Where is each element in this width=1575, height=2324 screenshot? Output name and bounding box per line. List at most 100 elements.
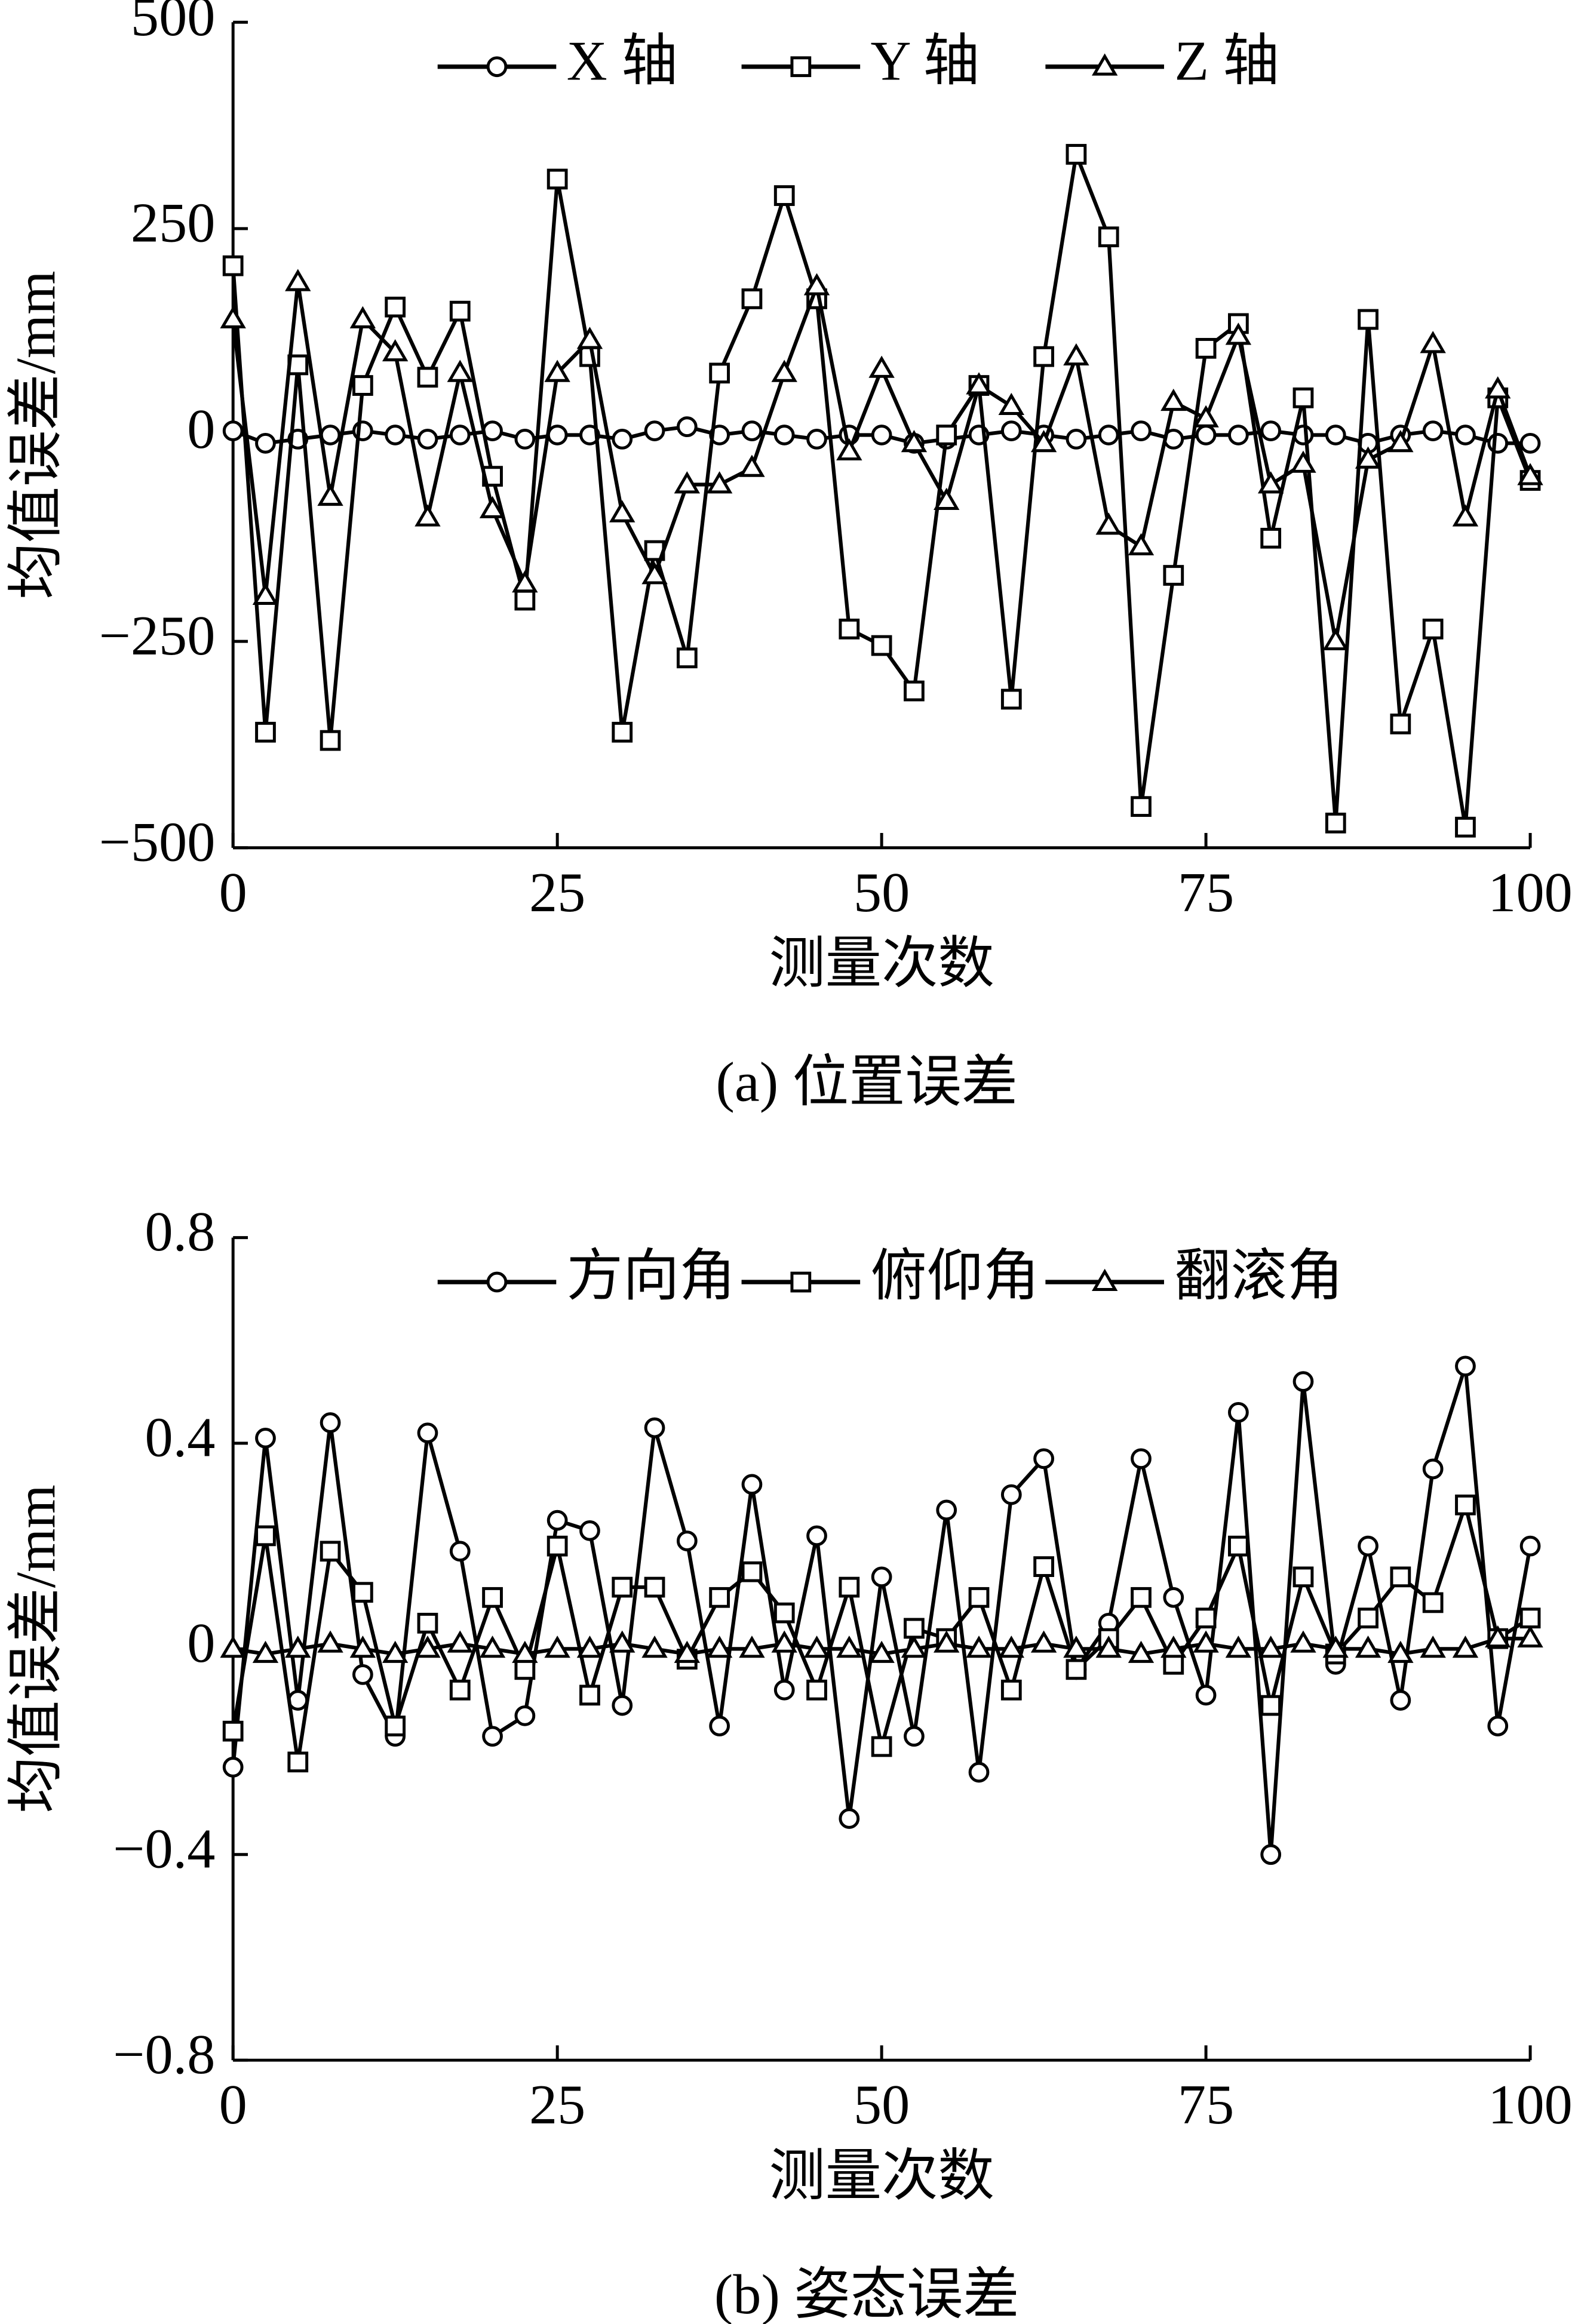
marker [512,570,538,593]
marker [968,1762,990,1783]
marker [806,1525,827,1547]
marker [741,420,763,441]
marker [1228,425,1249,445]
marker [1195,425,1217,445]
marker [1195,337,1217,359]
marker [773,1602,795,1624]
marker [901,1636,928,1658]
marker [934,1630,960,1653]
marker [839,619,860,640]
marker [1455,1494,1476,1515]
marker [1000,1679,1022,1701]
marker [773,185,795,206]
marker [936,425,957,445]
marker [449,1541,471,1562]
y-tick-label: 500 [131,0,215,48]
marker [255,1428,276,1449]
marker [1422,619,1444,640]
y-tick-label: 250 [131,192,215,254]
marker [1455,816,1476,838]
marker [220,306,246,328]
marker [1000,1484,1022,1505]
y-tick-label: −250 [99,605,216,667]
marker [676,1530,698,1551]
marker [771,359,797,382]
y-tick-label: −0.4 [113,1818,215,1880]
marker [644,1417,665,1438]
marker [317,1630,343,1653]
marker [706,1636,733,1658]
marker [836,438,862,461]
marker [579,346,600,367]
marker [1066,429,1087,450]
marker [741,1561,763,1582]
marker [1228,1535,1249,1557]
marker [449,300,471,322]
marker [222,1720,244,1742]
marker [839,1808,860,1829]
marker [739,454,765,477]
marker [1195,1684,1217,1706]
x-tick-label: 75 [1178,862,1234,924]
marker [1292,1566,1314,1588]
marker [904,680,925,702]
marker [1322,1636,1349,1658]
marker [966,372,992,395]
marker [1358,1607,1378,1629]
marker [904,1618,925,1639]
x-tick-label: 25 [529,862,585,924]
marker [868,1640,895,1663]
marker [482,1726,503,1747]
marker [773,425,795,445]
marker [674,1640,701,1663]
marker [901,430,928,453]
marker [1325,425,1346,445]
marker [415,504,441,527]
x-tick-label: 75 [1178,2074,1234,2136]
marker [479,1636,506,1658]
marker [1422,1458,1444,1480]
marker [1195,1607,1217,1629]
marker [1292,1371,1314,1392]
marker [285,269,311,291]
marker [609,500,635,522]
marker [222,255,244,276]
marker [544,359,570,382]
marker [998,392,1025,416]
marker [1325,812,1346,834]
marker [1193,1630,1219,1653]
marker [1355,446,1381,469]
marker [1225,322,1252,345]
marker [1098,425,1119,445]
marker [385,1716,406,1736]
marker [1066,144,1087,165]
marker [417,1612,438,1634]
marker [1422,1592,1444,1613]
marker [790,56,812,78]
marker [514,589,536,611]
y-tick-label: 0 [187,398,215,460]
marker [1517,463,1543,485]
x-tick-label: 50 [853,2074,910,2136]
marker [352,375,373,396]
marker [674,471,701,494]
marker [1390,714,1411,734]
marker [1519,1607,1541,1629]
marker [644,1576,665,1598]
marker [417,429,438,450]
legend-label: X 轴 [567,30,678,92]
marker [385,296,406,318]
marker [739,1636,765,1658]
x-tick-label: 50 [853,862,910,924]
legend-label: Y 轴 [871,30,980,92]
x-tick-label: 0 [219,2074,247,2136]
marker [1358,1535,1378,1557]
marker [1290,1630,1316,1653]
marker [349,306,376,328]
marker [1163,1653,1184,1675]
marker [839,1576,860,1598]
marker [220,1636,246,1658]
marker [966,1636,992,1658]
marker [806,429,827,450]
